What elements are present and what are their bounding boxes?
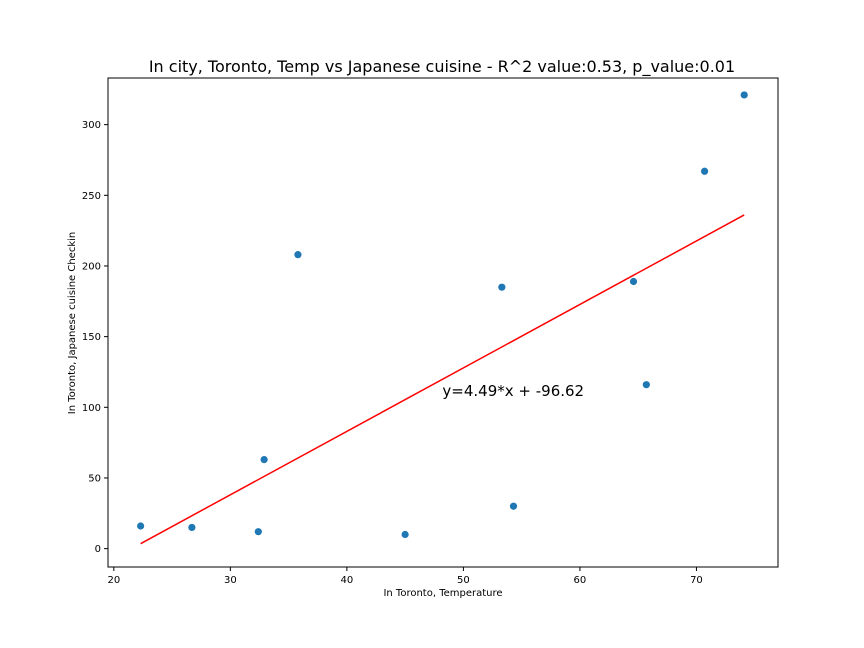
y-tick-label: 300 bbox=[82, 120, 101, 131]
data-point bbox=[260, 455, 268, 464]
data-point bbox=[629, 277, 638, 286]
regression-equation: y=4.49*x + -96.62 bbox=[442, 382, 584, 400]
x-tick-label: 60 bbox=[574, 575, 587, 586]
y-tick-label: 200 bbox=[82, 261, 101, 272]
plot-area: y=4.49*x + -96.62 bbox=[137, 91, 748, 545]
data-point bbox=[740, 91, 748, 99]
data-point bbox=[137, 522, 145, 530]
x-axis: 20 30 40 50 60 70 bbox=[107, 567, 703, 586]
axes-frame bbox=[107, 77, 779, 568]
y-tick-label: 150 bbox=[82, 332, 101, 343]
regression-line bbox=[140, 214, 745, 545]
y-tick-label: 100 bbox=[82, 403, 101, 414]
data-point bbox=[254, 528, 262, 536]
y-tick-label: 0 bbox=[95, 544, 101, 555]
data-point bbox=[498, 283, 506, 291]
data-point bbox=[509, 502, 518, 510]
data-point bbox=[401, 530, 409, 539]
y-tick-label: 50 bbox=[88, 473, 101, 484]
x-tick-label: 40 bbox=[341, 575, 354, 586]
y-axis: 0 50 100 150 200 250 300 bbox=[82, 120, 108, 555]
x-tick-label: 50 bbox=[457, 575, 470, 586]
data-point bbox=[188, 523, 196, 532]
y-axis-label: In Toronto, Japanese cuisine Checkin bbox=[67, 232, 78, 414]
chart-title: In city, Toronto, Temp vs Japanese cuisi… bbox=[149, 57, 735, 77]
data-point bbox=[294, 251, 302, 259]
y-tick-label: 250 bbox=[82, 191, 101, 202]
data-point bbox=[642, 381, 650, 389]
x-axis-label: In Toronto, Temperature bbox=[383, 588, 502, 599]
x-tick-label: 70 bbox=[690, 575, 703, 586]
x-tick-label: 20 bbox=[107, 575, 120, 586]
x-tick-label: 30 bbox=[224, 575, 237, 586]
data-point bbox=[700, 167, 709, 175]
